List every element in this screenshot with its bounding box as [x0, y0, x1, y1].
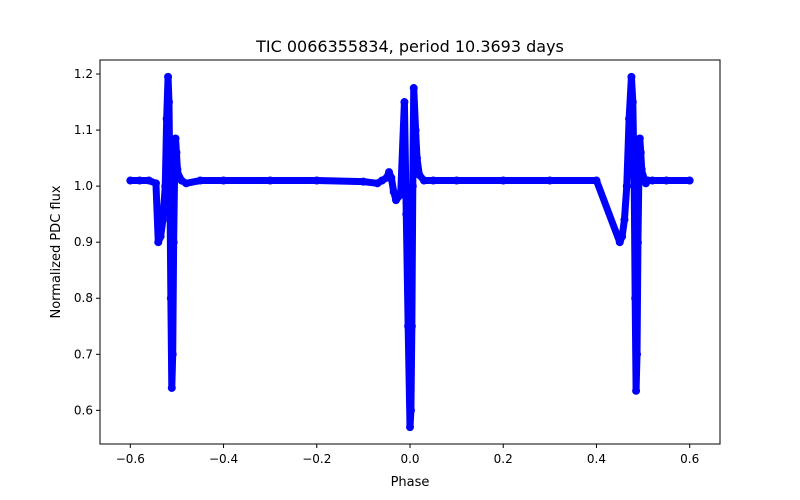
data-point [164, 98, 173, 107]
data-point [411, 126, 420, 135]
data-point [165, 182, 174, 191]
x-tick-label: −0.4 [209, 452, 238, 466]
data-point [167, 383, 176, 392]
data-point [545, 176, 554, 185]
data-point [627, 72, 636, 81]
data-point [406, 423, 414, 432]
data-point [625, 114, 634, 123]
data-point [168, 350, 177, 359]
y-tick-label: 0.6 [74, 403, 93, 417]
data-point [169, 238, 178, 247]
data-point [172, 148, 181, 157]
data-point [662, 176, 671, 185]
data-point [631, 294, 640, 303]
data-point [387, 173, 396, 182]
data-point [219, 176, 228, 185]
y-tick-label: 0.8 [74, 291, 93, 305]
data-point [151, 179, 160, 188]
data-point [429, 176, 438, 185]
data-point [452, 176, 461, 185]
data-point [164, 72, 173, 81]
data-point [633, 350, 642, 359]
plot-area [99, 59, 721, 445]
data-point [632, 386, 641, 395]
y-tick-label: 1.1 [74, 123, 93, 137]
data-point [135, 176, 144, 185]
data-point [400, 98, 409, 107]
data-point [407, 322, 416, 331]
y-tick-label: 1.0 [74, 179, 93, 193]
data-point [396, 190, 405, 199]
x-tick-label: 0.2 [494, 452, 513, 466]
data-point [126, 176, 135, 185]
data-point [182, 179, 191, 188]
data-point [166, 294, 175, 303]
x-axis-label: Phase [391, 475, 430, 490]
data-point [359, 177, 368, 186]
data-point [499, 176, 508, 185]
data-point [685, 176, 694, 185]
data-point [415, 170, 424, 179]
x-axis-ticks: −0.6 −0.4 −0.2 0.0 0.2 0.4 0.6 [116, 444, 699, 466]
data-point [636, 148, 645, 157]
data-point [630, 182, 639, 191]
data-point [162, 114, 171, 123]
x-tick-label: −0.6 [116, 452, 145, 466]
x-tick-label: 0.6 [680, 452, 699, 466]
x-tick-label: 0.4 [587, 452, 606, 466]
data-point [312, 176, 321, 185]
data-point [171, 134, 180, 143]
data-point [406, 406, 415, 415]
y-axis-label: Normalized PDC flux [49, 185, 64, 318]
data-point [158, 215, 167, 224]
series-trace [126, 73, 694, 431]
data-point [156, 232, 165, 241]
data-point [622, 182, 631, 191]
data-point [592, 176, 601, 185]
x-tick-label: 0.0 [400, 452, 419, 466]
data-point [392, 196, 401, 205]
data-point [144, 176, 153, 185]
y-tick-label: 1.2 [74, 67, 93, 81]
data-point [648, 176, 657, 185]
y-tick-label: 0.9 [74, 235, 93, 249]
data-point [628, 98, 637, 107]
data-point [389, 187, 398, 196]
data-point [266, 176, 275, 185]
data-point [408, 182, 417, 191]
data-point [409, 84, 418, 93]
x-tick-label: −0.2 [302, 452, 331, 466]
data-points-layer [126, 72, 694, 432]
data-point [412, 154, 421, 163]
data-point [635, 134, 644, 143]
data-point [419, 176, 428, 185]
data-point [402, 210, 411, 219]
data-point [618, 232, 627, 241]
data-point [620, 215, 629, 224]
y-axis-ticks: 0.6 0.7 0.8 0.9 1.0 1.1 1.2 [74, 67, 100, 417]
data-point [196, 176, 205, 185]
y-tick-label: 0.7 [74, 347, 93, 361]
chart-title: TIC 0066355834, period 10.3693 days [255, 37, 564, 56]
data-point [633, 238, 642, 247]
